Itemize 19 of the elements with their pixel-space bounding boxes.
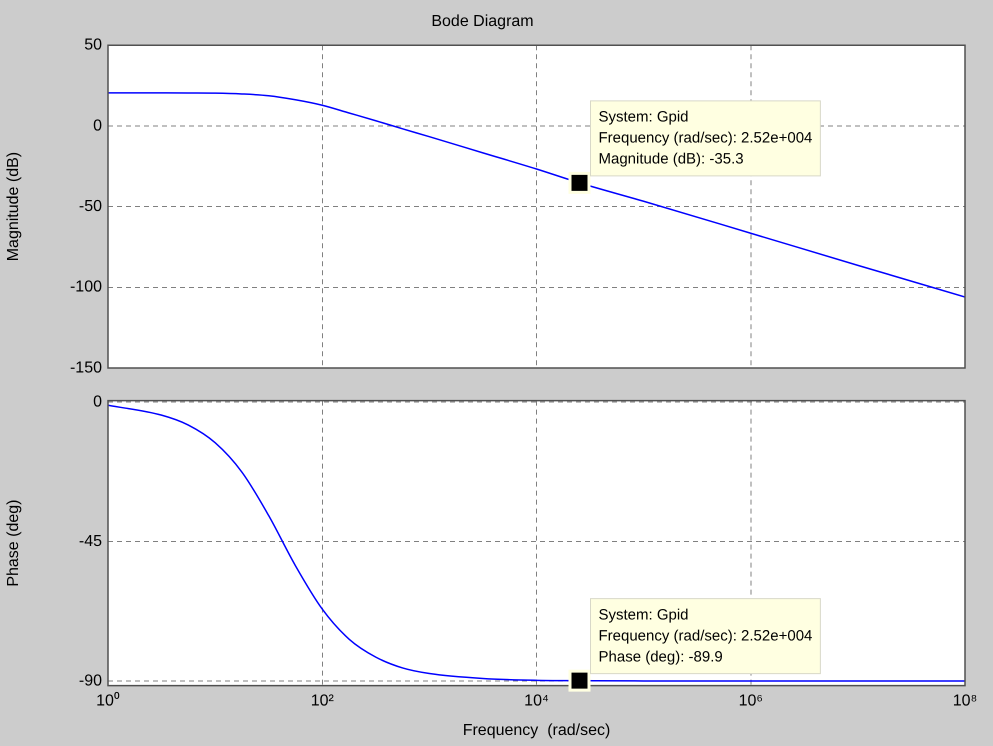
x-tick-label: 10⁴ [524, 692, 549, 710]
y-tick-label: -90 [78, 672, 102, 690]
y-tick-label: 50 [84, 36, 102, 54]
x-tick-label: 10⁶ [738, 692, 763, 710]
y-tick-label: -150 [70, 359, 102, 376]
y-tick-label: -100 [70, 278, 102, 296]
y-tick-label: -50 [78, 198, 102, 216]
y-axis-title: Magnitude (dB) [5, 152, 22, 262]
y-tick-label: -45 [78, 532, 102, 550]
x-tick-label: 10⁰ [96, 692, 120, 710]
chart-title: Bode Diagram [431, 13, 534, 30]
y-tick-label: 0 [93, 117, 102, 134]
x-tick-label: 10² [310, 692, 334, 710]
y-axis-title: Phase (deg) [5, 500, 22, 587]
annotation: System: Gpid Frequency (rad/sec): 2.52e+004 Phase (deg): -89.9 [598, 606, 812, 666]
x-tick-label: 10⁸ [952, 692, 978, 710]
x-axis-title: Frequency (rad/sec) [462, 722, 610, 739]
annotation: System: Gpid Frequency (rad/sec): 2.52e+004 Magnitude (dB): -35.3 [598, 108, 812, 168]
y-tick-label: 0 [93, 394, 102, 411]
